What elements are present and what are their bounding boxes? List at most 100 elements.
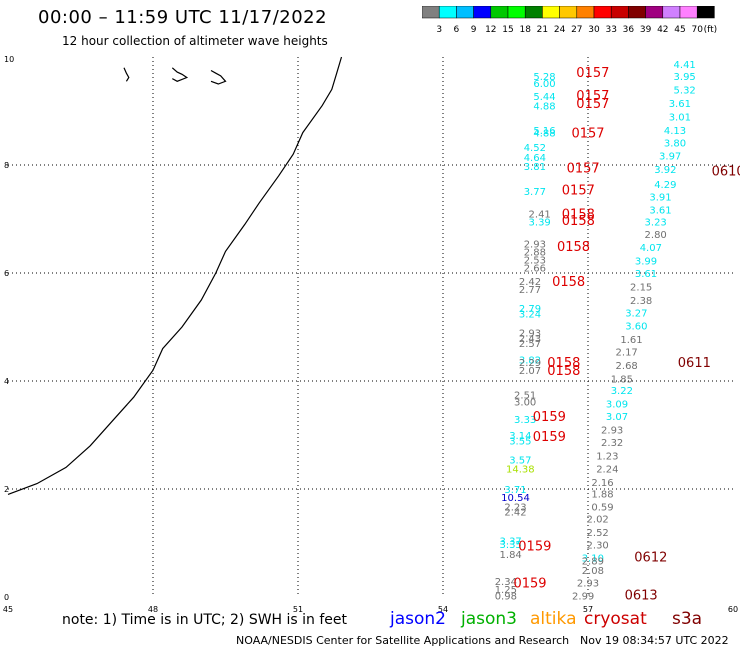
wave-height-value: 4.13 [664,126,686,137]
pass-time-label: 0158 [562,214,595,229]
wave-height-value: 10.54 [501,493,530,504]
wave-height-value: 2.51 [514,391,536,402]
generated-timestamp: Nov 19 08:34:57 UTC 2022 [580,634,729,647]
wave-height-value: 3.57 [509,455,531,466]
wave-height-value: 3.95 [674,72,696,83]
island-outline [123,67,130,82]
wave-height-value: 2.93 [524,239,546,250]
island-outline [171,67,189,82]
wave-height-value: 3.33 [514,415,536,426]
wave-height-value: 2.30 [587,541,609,552]
wave-height-value: 3.61 [635,269,657,280]
x-tick-label: 57 [583,605,593,614]
pass-time-label: 0159 [513,576,546,591]
pass-time-label: 0612 [634,551,667,566]
color-scale-label: 21 [537,25,548,35]
color-scale-label: 12 [485,25,496,35]
coastline [7,56,343,495]
wave-height-value: 3.61 [649,205,671,216]
wave-height-value: 3.24 [519,310,541,321]
wave-height-value: 3.07 [606,412,628,423]
pass-time-label: 0611 [678,356,711,371]
wave-height-value: 2.23 [504,502,526,513]
wave-height-value: 1.61 [620,335,642,346]
wave-height-value: 3.14 [509,431,531,442]
wave-height-value: 2.17 [616,347,638,358]
color-scale-unit: (ft) [704,25,718,35]
wave-height-value: 2.93 [601,426,623,437]
wave-height-value: 2.93 [519,328,541,339]
wave-height-value: 3.09 [606,400,628,411]
x-tick-label: 45 [3,605,13,614]
wave-height-value: 4.07 [640,243,662,254]
wave-height-value: 3.82 [519,355,541,366]
wave-height-value: 3.91 [649,192,671,203]
wave-height-value: 1.88 [591,489,613,500]
wave-height-value: 3.60 [625,321,647,332]
wave-height-value: 2.43 [519,334,541,345]
wave-height-value: 3.37 [500,536,522,547]
wave-height-value: 4.88 [533,102,555,113]
color-swatch [696,6,715,19]
x-tick-label: 51 [293,605,303,614]
wave-height-value: 2.80 [645,230,667,241]
credit-line: NOAA/NESDIS Center for Satellite Applica… [236,634,570,647]
pass-time-label: 0157 [576,66,609,81]
wave-height-value: 3.71 [504,485,526,496]
footer-note: note: 1) Time is in UTC; 2) SWH is in fe… [62,612,348,628]
wave-height-value: 3.27 [625,308,647,319]
wave-height-value: 2.41 [529,210,551,221]
wave-height-value: 5.32 [674,85,696,96]
wave-height-value: 2.57 [519,339,541,350]
wave-height-value: 0.98 [495,591,517,602]
wave-height-value: 2.08 [582,566,604,577]
pass-time-label: 0613 [625,588,658,603]
wave-height-value: 3.55 [509,436,531,447]
pass-time-label: 0157 [576,89,609,104]
pass-time-label: 0158 [562,208,595,223]
wave-height-value: 2.16 [591,478,613,489]
wave-height-value: 3.99 [635,257,657,268]
pass-time-label: 0158 [547,364,580,379]
wave-height-value: 2.79 [519,304,541,315]
color-scale-label: 33 [605,25,616,35]
wave-height-value: 3.22 [611,386,633,397]
wave-height-value: 2.93 [577,578,599,589]
wave-height-value: 2.99 [572,591,594,602]
pass-time-label: 0158 [552,275,585,290]
wave-height-value: 2.29 [519,358,541,369]
wave-height-value: 2.07 [519,366,541,377]
wave-height-value: 3.77 [524,187,546,198]
wave-height-value: 3.23 [645,218,667,229]
color-scale-label: 39 [640,25,652,35]
y-tick-label: 6 [4,269,9,278]
pass-time-label: 0158 [557,240,590,255]
wave-height-value: 0.59 [591,502,613,513]
pass-time-label: 0157 [567,162,600,177]
wave-height-value: 2.88 [524,247,546,258]
y-tick-label: 4 [4,377,9,386]
wave-height-value: 3.80 [664,138,686,149]
wave-height-value: 2.89 [582,556,604,567]
pass-time-label: 0159 [533,430,566,445]
wave-height-value: 4.52 [524,143,546,154]
y-tick-label: 8 [4,161,9,170]
wave-height-value: 2.42 [504,508,526,519]
wave-height-value: 2.52 [587,528,609,539]
wave-height-value: 1.25 [495,585,517,596]
wave-height-value: 6.00 [533,79,555,90]
color-scale-label: 45 [674,25,685,35]
wave-height-value: 2.24 [596,464,618,475]
island-outline [210,69,227,85]
y-tick-label: 0 [4,593,9,602]
wave-height-value: 2.38 [630,296,652,307]
wave-height-value: 4.64 [524,153,546,164]
x-tick-label: 48 [148,605,158,614]
x-tick-label: 60 [728,605,738,614]
wave-height-value: 2.68 [616,361,638,372]
wave-height-value: 4.88 [533,129,555,140]
legend-s3a: s3a [672,609,703,629]
color-scale-label: 9 [471,25,477,35]
